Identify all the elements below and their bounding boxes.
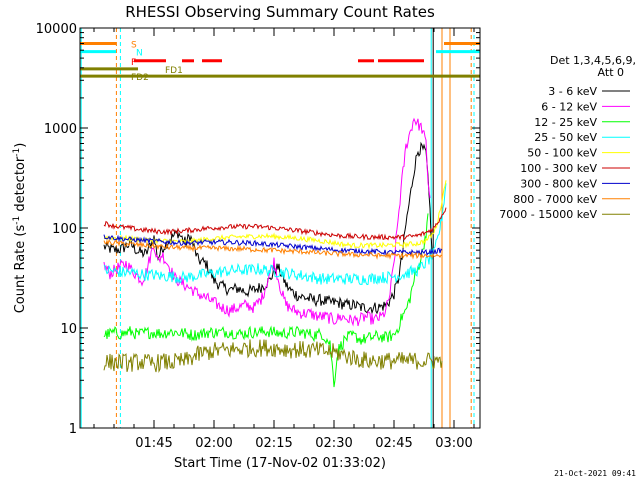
event-lines [80,28,475,428]
series-line [103,234,443,257]
legend-label: 3 - 6 keV [548,85,597,98]
x-axis-label: Start Time (17-Nov-02 01:33:02) [174,456,386,471]
y-tick-label: 1 [69,422,77,437]
legend-label: 7000 - 15000 keV [499,208,597,221]
series-lines [103,117,447,388]
legend: 3 - 6 keV 6 - 12 keV 12 - 25 keV 25 - 50 ke… [499,85,630,221]
x-axis-ticks: 01:45 02:00 02:15 02:30 02:45 03:00 [93,28,475,451]
y-axis-ticks: 1 10 100 1000 10000 [36,22,480,437]
legend-title-line2: Att 0 [598,66,624,79]
flag-bars: SNF FD1 FD2 [80,40,480,83]
legend-title-line1: Det 1,3,4,5,6,9, [550,54,636,67]
series-line [103,183,447,286]
flag-label: F [131,58,136,68]
y-tick-label: 10000 [36,22,77,37]
series-line [103,239,443,260]
legend-label: 300 - 800 keV [520,177,597,190]
x-tick-label: 02:00 [195,436,232,451]
series-line [103,207,447,241]
flag-label: S [131,40,137,50]
x-tick-label: 03:00 [435,436,472,451]
x-tick-label: 02:30 [315,436,352,451]
series-line [103,117,431,327]
x-tick-label: 01:45 [135,436,172,451]
chart-title: RHESSI Observing Summary Count Rates [125,3,435,21]
legend-label: 100 - 300 keV [520,162,597,175]
series-line [103,339,443,373]
legend-label: 50 - 100 keV [527,147,597,160]
x-tick-label: 02:45 [375,436,412,451]
y-axis-label: Count Rate (s-1 detector-1) [12,143,28,314]
legend-label: 800 - 7000 keV [513,193,597,206]
flag-label: FD2 [131,73,149,83]
flag-label: N [136,49,143,59]
legend-label: 6 - 12 keV [541,100,597,113]
footer-date: 21-Oct-2021 09:41 [554,469,636,478]
y-tick-label: 10 [60,322,77,337]
legend-label: 12 - 25 keV [534,116,597,129]
x-tick-label: 02:15 [255,436,292,451]
flag-label: FD1 [165,66,183,76]
y-tick-label: 1000 [44,122,77,137]
series-line [103,213,429,388]
y-tick-label: 100 [52,222,77,237]
series-line [103,141,433,315]
legend-label: 25 - 50 keV [534,131,597,144]
series-line [103,180,447,250]
